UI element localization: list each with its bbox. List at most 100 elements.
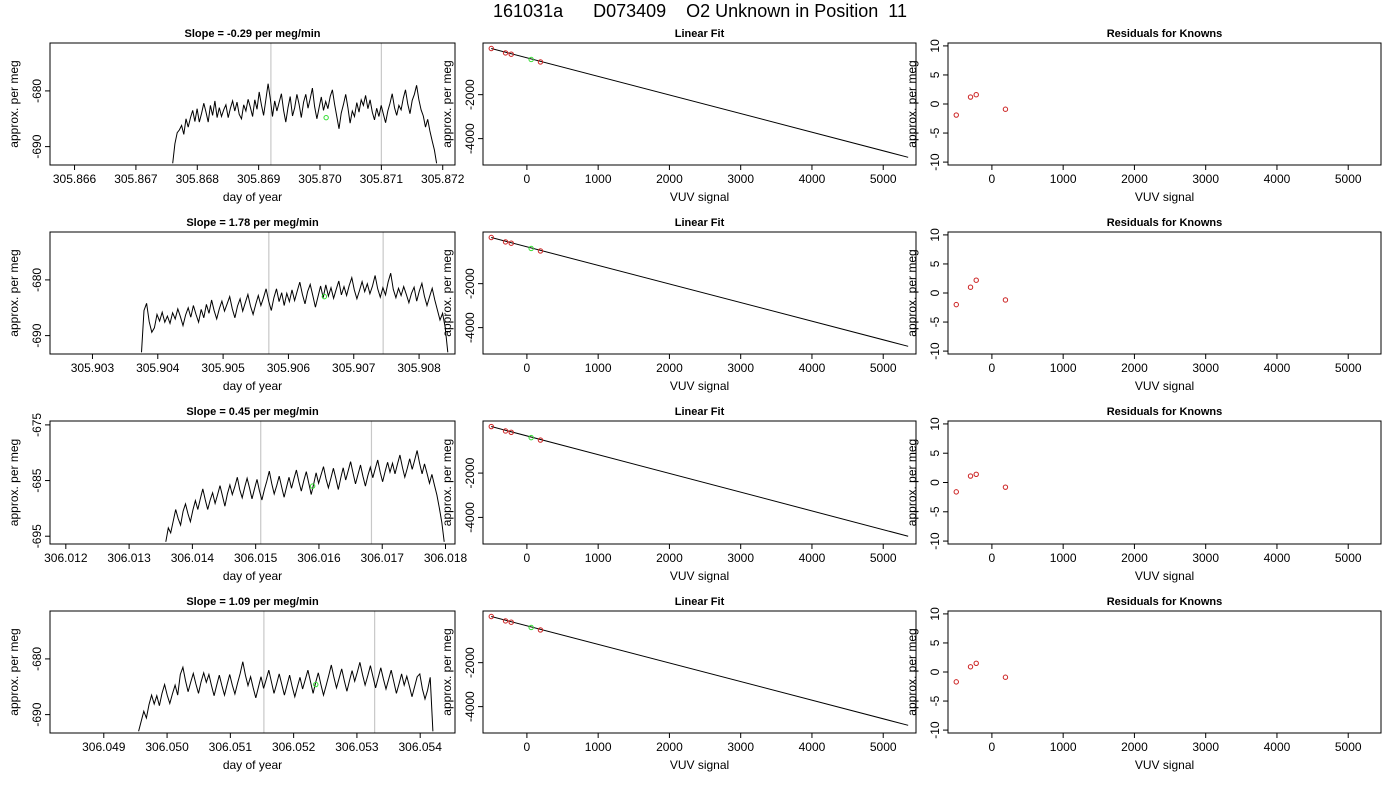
x-tick-label: 5000 xyxy=(870,172,897,186)
panel-fit-row-3: Linear Fit 0 1000 2000 3000 4000 5000 -2000 -400… xyxy=(440,406,917,583)
series-line xyxy=(141,273,449,353)
residual-point xyxy=(973,660,979,666)
series-line xyxy=(138,661,434,732)
y-tick-label: 10 xyxy=(928,417,942,431)
plot-frame xyxy=(482,42,917,166)
x-tick-label: 305.870 xyxy=(298,172,342,186)
page-title: 161031a D073409 O2 Unknown in Position 1… xyxy=(493,1,907,21)
y-tick-label: -4000 xyxy=(463,502,477,533)
x-tick-label: 2000 xyxy=(1121,740,1148,754)
x-tick-label: 306.017 xyxy=(361,551,405,565)
y-tick-label: -2000 xyxy=(463,79,477,110)
y-tick-label: 5 xyxy=(928,71,942,78)
residual-point xyxy=(1002,106,1009,112)
plot-frame xyxy=(49,231,456,355)
x-tick-label: 3000 xyxy=(1192,172,1219,186)
x-axis-label: VUV signal xyxy=(670,190,729,204)
y-tick-label: 5 xyxy=(928,260,942,267)
y-tick-label: -10 xyxy=(928,532,942,550)
y-tick-label: 5 xyxy=(928,450,942,457)
known-point xyxy=(488,45,494,52)
y-tick-label: -675 xyxy=(30,413,44,437)
panel-time-row-3: Slope = 0.45 per meg/min 306.012 306.013 30… xyxy=(7,406,468,583)
panel-time-row-4: Slope = 1.09 per meg/min 306.049 306.050 30… xyxy=(7,596,456,772)
x-tick-label: 2000 xyxy=(1121,551,1148,565)
y-axis-label: approx. per meg xyxy=(905,628,919,715)
fit-line xyxy=(491,616,909,726)
known-point xyxy=(508,619,514,625)
known-point xyxy=(537,437,544,443)
y-tick-label: -680 xyxy=(30,79,44,103)
x-tick-label: 306.053 xyxy=(335,740,379,754)
x-tick-label: 2000 xyxy=(656,551,683,565)
known-point xyxy=(488,423,494,430)
x-tick-label: 0 xyxy=(524,172,531,186)
panel-fit-row-1: Linear Fit 0 1000 2000 3000 4000 5000 -2000 -400… xyxy=(440,28,917,204)
x-tick-label: 0 xyxy=(524,740,531,754)
x-tick-label: 5000 xyxy=(1335,740,1362,754)
x-axis-label: VUV signal xyxy=(1135,379,1194,393)
y-tick-label: -685 xyxy=(30,468,44,492)
x-tick-label: 3000 xyxy=(727,740,754,754)
plot-area xyxy=(488,423,909,537)
panel-title: Linear Fit xyxy=(675,406,725,418)
x-tick-label: 305.868 xyxy=(176,172,220,186)
y-tick-label: -4000 xyxy=(463,312,477,343)
y-axis-label: approx. per meg xyxy=(440,628,454,715)
x-tick-label: 0 xyxy=(524,551,531,565)
known-point xyxy=(508,240,514,246)
residual-point xyxy=(953,301,959,308)
panel-fit-row-4: Linear Fit 0 1000 2000 3000 4000 5000 -2000 -400… xyxy=(440,596,917,772)
residual-point xyxy=(1002,484,1009,490)
y-tick-label: -2000 xyxy=(463,647,477,678)
residual-point xyxy=(1002,674,1009,680)
panel-residuals-row-3: Residuals for Knowns 0 1000 2000 3000 4000 500… xyxy=(905,406,1382,583)
plot-area xyxy=(953,660,1009,685)
known-point xyxy=(508,51,514,57)
panel-title: Slope = 0.45 per meg/min xyxy=(186,406,319,418)
x-tick-label: 1000 xyxy=(1050,361,1077,375)
known-point xyxy=(537,627,544,633)
residual-point xyxy=(967,94,974,100)
known-point xyxy=(537,59,544,65)
y-tick-label: 10 xyxy=(928,39,942,53)
plot-area xyxy=(953,277,1009,308)
x-tick-label: 306.015 xyxy=(234,551,278,565)
y-tick-label: -10 xyxy=(928,153,942,171)
x-tick-label: 5000 xyxy=(870,740,897,754)
plot-area xyxy=(138,661,434,732)
known-point xyxy=(488,234,494,241)
x-tick-label: 306.013 xyxy=(107,551,151,565)
x-tick-label: 5000 xyxy=(1335,172,1362,186)
y-tick-label: -690 xyxy=(30,323,44,347)
y-axis-label: approx. per meg xyxy=(440,60,454,147)
x-tick-label: 305.871 xyxy=(360,172,404,186)
y-tick-label: -4000 xyxy=(463,691,477,722)
x-tick-label: 1000 xyxy=(585,740,612,754)
panel-title: Linear Fit xyxy=(675,217,725,229)
plot-area xyxy=(488,234,909,347)
x-tick-label: 3000 xyxy=(1192,551,1219,565)
panel-title: Residuals for Knowns xyxy=(1107,596,1223,608)
y-axis-label: approx. per meg xyxy=(905,249,919,336)
y-tick-label: -2000 xyxy=(463,268,477,299)
x-tick-label: 305.866 xyxy=(53,172,97,186)
x-tick-label: 0 xyxy=(989,551,996,565)
y-axis-label: approx. per meg xyxy=(7,439,21,526)
y-tick-label: -2000 xyxy=(463,457,477,488)
y-axis-label: approx. per meg xyxy=(905,60,919,147)
known-point xyxy=(488,613,494,620)
known-point xyxy=(502,50,509,56)
residual-point xyxy=(967,473,974,479)
fit-line xyxy=(491,48,909,158)
panel-title: Residuals for Knowns xyxy=(1107,406,1223,418)
x-tick-label: 0 xyxy=(524,361,531,375)
y-tick-label: 5 xyxy=(928,639,942,646)
fit-line xyxy=(491,426,909,537)
panel-time-row-1: Slope = -0.29 per meg/min 305.866 305.867 3… xyxy=(7,28,465,204)
residual-point xyxy=(973,471,979,477)
plot-area xyxy=(488,613,909,726)
x-tick-label: 0 xyxy=(989,740,996,754)
y-axis-label: approx. per meg xyxy=(7,60,21,147)
